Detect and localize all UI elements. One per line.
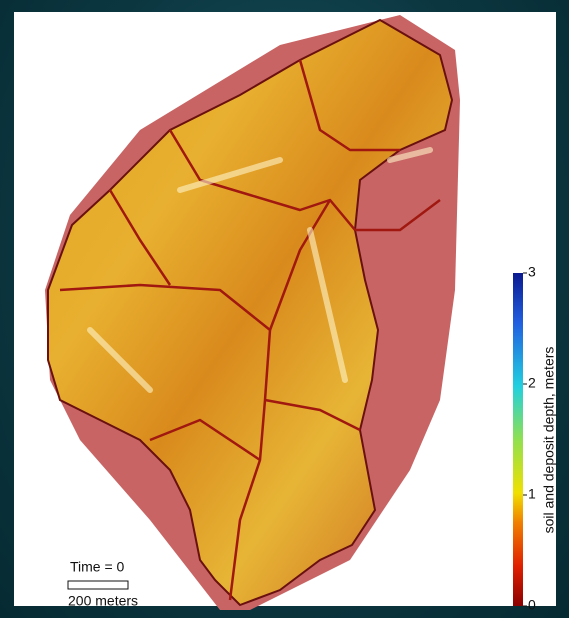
map-figure: Time = 0 200 meters soil and deposit dep… <box>0 0 569 618</box>
colorbar <box>513 273 523 606</box>
colorbar-tick-label: 1 <box>528 486 536 502</box>
time-label: Time = 0 <box>70 559 125 575</box>
colorbar-tick-label: 0 <box>528 597 536 613</box>
page: Time = 0 200 meters soil and deposit dep… <box>0 0 569 618</box>
colorbar-tick-label: 2 <box>528 375 536 391</box>
colorbar-label: soil and deposit depth, meters <box>541 347 557 534</box>
scale-bar-label: 200 meters <box>68 593 138 609</box>
colorbar-tick-label: 3 <box>528 264 536 280</box>
scale-bar <box>68 581 128 589</box>
